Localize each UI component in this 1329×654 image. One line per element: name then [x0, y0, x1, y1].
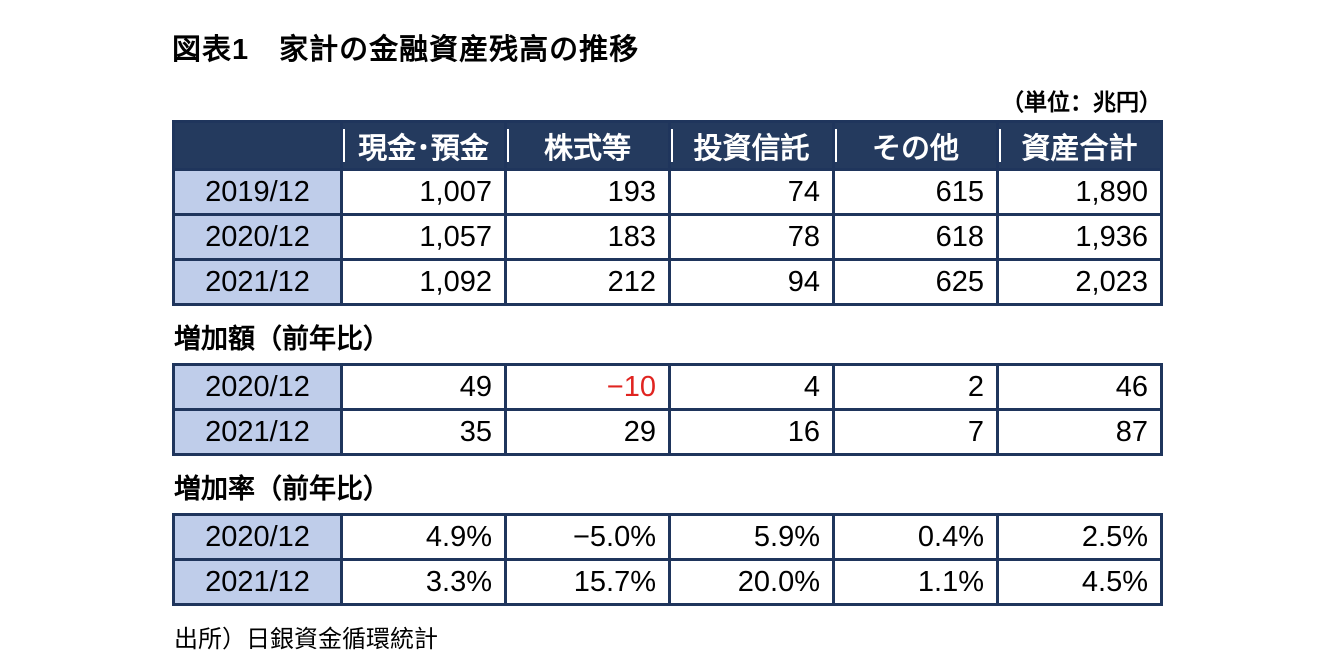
value-cell: 35 — [340, 408, 507, 456]
value-cell: 1,936 — [996, 213, 1163, 261]
value-cell: 78 — [668, 213, 835, 261]
balance-header-row: 現金･預金 株式等 投資信託 その他 資産合計 — [172, 120, 1163, 171]
value-cell: −5.0% — [504, 513, 671, 561]
value-cell: 1,092 — [340, 258, 507, 306]
row-label: 2019/12 — [172, 168, 343, 216]
balance-row-2019: 2019/12 1,007 193 74 615 1,890 — [172, 168, 1163, 216]
balance-row-2021: 2021/12 1,092 212 94 625 2,023 — [172, 258, 1163, 306]
value-cell: 183 — [504, 213, 671, 261]
row-label: 2021/12 — [172, 558, 343, 606]
row-label: 2020/12 — [172, 363, 343, 411]
column-header-cash: 現金･預金 — [340, 120, 507, 171]
unit-note: （単位：兆円） — [1001, 89, 1162, 115]
balance-row-2020: 2020/12 1,057 183 78 618 1,936 — [172, 213, 1163, 261]
value-cell: 20.0% — [668, 558, 835, 606]
source-note: 出所）日銀資金循環統計 — [174, 626, 438, 653]
value-cell: 3.3% — [340, 558, 507, 606]
value-cell: 2.5% — [996, 513, 1163, 561]
corner-header-cell — [172, 120, 343, 171]
value-cell: 5.9% — [668, 513, 835, 561]
row-label: 2021/12 — [172, 258, 343, 306]
value-cell: 4.5% — [996, 558, 1163, 606]
value-cell: 7 — [832, 408, 999, 456]
value-cell-negative: −10 — [504, 363, 671, 411]
value-cell: 2 — [832, 363, 999, 411]
value-cell: 0.4% — [832, 513, 999, 561]
value-cell: 1.1% — [832, 558, 999, 606]
value-cell: 1,007 — [340, 168, 507, 216]
section-label-increase-amount: 増加額（前年比） — [174, 324, 390, 354]
figure-container: 図表1 家計の金融資産残高の推移 （単位：兆円） 現金･預金 株式等 投資信託 … — [172, 0, 1163, 654]
value-cell: 625 — [832, 258, 999, 306]
value-cell: 2,023 — [996, 258, 1163, 306]
amount-row-2020: 2020/12 49 −10 4 2 46 — [172, 363, 1163, 411]
row-label: 2020/12 — [172, 513, 343, 561]
value-cell: 1,890 — [996, 168, 1163, 216]
column-header-other: その他 — [832, 120, 999, 171]
column-header-trusts: 投資信託 — [668, 120, 835, 171]
figure-title: 図表1 家計の金融資産残高の推移 — [172, 34, 640, 66]
value-cell: 4.9% — [340, 513, 507, 561]
value-cell: 618 — [832, 213, 999, 261]
value-cell: 74 — [668, 168, 835, 216]
section-label-increase-rate: 増加率（前年比） — [174, 474, 390, 504]
value-cell: 94 — [668, 258, 835, 306]
value-cell: 15.7% — [504, 558, 671, 606]
value-cell: 1,057 — [340, 213, 507, 261]
value-cell: 46 — [996, 363, 1163, 411]
value-cell: 49 — [340, 363, 507, 411]
column-header-total: 資産合計 — [996, 120, 1163, 171]
value-cell: 16 — [668, 408, 835, 456]
rate-row-2021: 2021/12 3.3% 15.7% 20.0% 1.1% 4.5% — [172, 558, 1163, 606]
column-header-stocks: 株式等 — [504, 120, 671, 171]
rate-row-2020: 2020/12 4.9% −5.0% 5.9% 0.4% 2.5% — [172, 513, 1163, 561]
balance-table: 現金･預金 株式等 投資信託 その他 資産合計 2019/12 1,007 19… — [172, 120, 1163, 306]
row-label: 2021/12 — [172, 408, 343, 456]
value-cell: 615 — [832, 168, 999, 216]
increase-rate-table: 2020/12 4.9% −5.0% 5.9% 0.4% 2.5% 2021/1… — [172, 513, 1163, 606]
value-cell: 4 — [668, 363, 835, 411]
report-page: 図表1 家計の金融資産残高の推移 （単位：兆円） 現金･預金 株式等 投資信託 … — [172, 34, 1163, 653]
value-cell: 87 — [996, 408, 1163, 456]
value-cell: 212 — [504, 258, 671, 306]
value-cell: 193 — [504, 168, 671, 216]
value-cell: 29 — [504, 408, 671, 456]
increase-amount-table: 2020/12 49 −10 4 2 46 2021/12 35 29 16 7… — [172, 363, 1163, 456]
amount-row-2021: 2021/12 35 29 16 7 87 — [172, 408, 1163, 456]
row-label: 2020/12 — [172, 213, 343, 261]
